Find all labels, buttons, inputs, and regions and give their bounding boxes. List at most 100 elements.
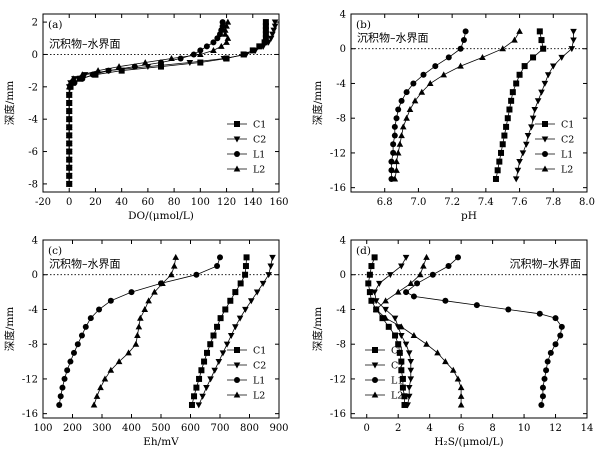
data-point-l2 <box>416 271 424 278</box>
data-point-l2 <box>411 97 419 104</box>
legend-label: L1 <box>253 150 265 161</box>
data-point-c1 <box>395 341 402 348</box>
data-point-c2 <box>199 393 206 400</box>
data-point-c1 <box>261 39 268 46</box>
data-point-c2 <box>407 376 415 383</box>
data-point-l1 <box>473 302 480 309</box>
legend: C1 C2 L1 L2 <box>365 346 404 402</box>
x-tick-label: 0 <box>66 197 72 208</box>
data-point-c1 <box>210 332 217 339</box>
data-point-l2 <box>65 140 73 147</box>
data-point-l1 <box>57 393 64 400</box>
y-tick-label: -12 <box>330 374 346 385</box>
data-point-l2 <box>101 375 109 382</box>
data-point-l1 <box>432 63 439 70</box>
data-point-l2 <box>382 314 389 321</box>
data-point-l1 <box>557 332 564 339</box>
data-point-c2 <box>247 298 255 305</box>
data-point-l2 <box>393 158 400 165</box>
legend-label: L2 <box>253 391 265 402</box>
x-axis-title: H₂S/(μmol/L) <box>434 436 503 448</box>
data-point-c2 <box>382 306 389 313</box>
panel-label: (a) <box>48 19 62 31</box>
data-point-l2 <box>168 55 175 62</box>
data-point-c2 <box>265 272 272 279</box>
data-point-c2 <box>259 43 267 50</box>
x-tick-label: 700 <box>210 423 229 434</box>
data-point-c1 <box>503 123 510 130</box>
data-point-c2 <box>267 263 275 270</box>
legend-label: C1 <box>253 120 266 131</box>
data-point-c2 <box>544 72 552 79</box>
data-point-c2 <box>376 280 383 287</box>
data-point-c2 <box>512 176 520 183</box>
data-point-l1 <box>56 401 63 408</box>
legend-label: C1 <box>253 346 266 357</box>
data-point-l1 <box>552 341 559 348</box>
data-point-l2 <box>65 131 73 138</box>
data-point-l2 <box>391 175 399 182</box>
data-point-l2 <box>141 306 149 313</box>
data-point-c1 <box>392 332 399 339</box>
data-point-c1 <box>365 280 372 287</box>
x-axis-title: DO/(μmol/L) <box>128 210 194 222</box>
data-point-l2 <box>394 149 402 156</box>
x-tick-label: 100 <box>33 423 52 434</box>
interface-label: 沉积物–水界面 <box>510 257 582 271</box>
data-point-c2 <box>269 31 276 38</box>
series-line-l1 <box>391 31 466 179</box>
data-point-l2 <box>403 114 410 121</box>
data-point-l2 <box>69 75 77 82</box>
data-point-c1 <box>398 367 405 374</box>
legend-marker <box>371 362 379 369</box>
data-point-l2 <box>210 46 217 53</box>
data-point-c1 <box>508 97 515 104</box>
data-point-c2 <box>259 280 267 287</box>
panel-label: (d) <box>356 245 371 257</box>
data-point-c1 <box>504 115 511 122</box>
data-point-l2 <box>457 392 465 399</box>
data-point-l1 <box>67 358 74 365</box>
y-tick-label: -4 <box>336 305 346 316</box>
data-point-l2 <box>65 123 73 130</box>
data-point-l2 <box>418 88 426 95</box>
data-point-l1 <box>190 51 197 58</box>
data-point-l1 <box>539 384 546 391</box>
x-tick-label: 14 <box>581 423 594 434</box>
data-point-c2 <box>265 39 272 46</box>
data-point-c2 <box>538 89 545 96</box>
data-point-c2 <box>271 23 279 30</box>
data-point-c1 <box>536 28 543 35</box>
data-point-c1 <box>204 349 211 356</box>
data-point-c1 <box>191 393 198 400</box>
legend-label: L2 <box>561 165 573 176</box>
legend-marker <box>233 165 241 172</box>
y-tick-label: 0 <box>32 270 38 281</box>
x-tick-label: 0 <box>364 423 370 434</box>
data-point-c1 <box>499 141 506 148</box>
data-point-l1 <box>59 384 66 391</box>
data-point-c2 <box>519 150 527 157</box>
data-point-l2 <box>168 271 175 278</box>
data-point-c1 <box>398 358 405 365</box>
data-point-c1 <box>237 280 244 287</box>
data-point-c1 <box>401 401 408 408</box>
data-point-c2 <box>387 272 394 279</box>
legend-label: C2 <box>391 361 404 372</box>
data-point-l2 <box>221 30 229 37</box>
data-point-c2 <box>144 64 152 71</box>
data-point-c2 <box>242 306 249 313</box>
data-point-l2 <box>398 323 405 330</box>
data-point-l2 <box>449 366 457 373</box>
y-tick-label: 2 <box>32 18 38 29</box>
legend-label: L2 <box>253 165 265 176</box>
x-tick-label: 6 <box>458 423 464 434</box>
data-point-l1 <box>536 310 543 317</box>
data-point-l2 <box>454 375 462 382</box>
data-point-c1 <box>509 89 516 96</box>
data-point-l2 <box>132 340 140 347</box>
legend-label: L1 <box>253 376 265 387</box>
data-point-l2 <box>65 172 73 179</box>
data-point-l2 <box>65 107 73 114</box>
data-point-l1 <box>197 47 204 54</box>
